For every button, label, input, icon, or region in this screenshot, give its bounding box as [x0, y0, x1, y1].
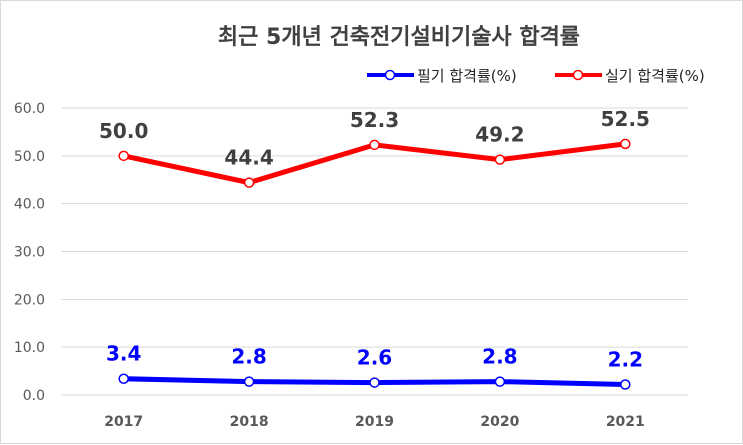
data-label: 2.8 [231, 345, 266, 369]
legend-marker-practical [572, 69, 584, 81]
y-tick-label: 60.0 [14, 101, 45, 117]
data-point [243, 376, 255, 387]
data-point [620, 379, 631, 390]
data-point [620, 138, 631, 150]
legend-marker-written [384, 69, 396, 81]
data-point [118, 150, 129, 162]
legend-label-written: 필기 합격률(%) [417, 67, 517, 85]
data-point [369, 139, 380, 151]
y-tick-label: 0.0 [23, 388, 45, 404]
legend-item-practical: 실기 합격률(%) [555, 67, 705, 85]
y-tick-label: 40.0 [14, 197, 45, 213]
data-point [494, 376, 506, 387]
x-axis: 2017 2018 2019 2020 2021 [104, 414, 645, 430]
data-point [369, 377, 380, 388]
data-label: 44.4 [224, 146, 273, 170]
y-tick-label: 10.0 [14, 340, 45, 356]
data-label: 52.3 [350, 108, 399, 132]
data-label: 49.2 [475, 123, 524, 147]
legend: 필기 합격률(%) 실기 합격률(%) [367, 67, 705, 85]
chart-title: 최근 5개년 건축전기설비기술사 합격률 [218, 24, 580, 50]
data-label: 2.2 [608, 347, 643, 371]
legend-item-written: 필기 합격률(%) [367, 67, 517, 85]
x-tick-label: 2019 [355, 414, 394, 430]
legend-label-practical: 실기 합격률(%) [605, 67, 705, 85]
data-label: 50.0 [99, 119, 148, 143]
y-axis: 0.0 10.0 20.0 30.0 40.0 50.0 60.0 [14, 101, 45, 404]
data-label: 3.4 [106, 342, 141, 366]
data-point [494, 154, 506, 165]
y-tick-label: 50.0 [14, 149, 45, 165]
x-tick-label: 2021 [606, 414, 645, 430]
data-point [243, 177, 255, 188]
series-layer [118, 138, 631, 390]
x-tick-label: 2017 [104, 414, 143, 430]
data-labels: 3.4 2.8 2.6 2.8 2.2 50.0 44.4 52.3 49.2 52.5 [99, 107, 650, 372]
x-tick-label: 2020 [480, 414, 519, 430]
data-point [118, 373, 129, 384]
data-label: 52.5 [601, 107, 650, 131]
y-tick-label: 30.0 [14, 245, 45, 261]
data-label: 2.8 [482, 345, 517, 369]
y-tick-label: 20.0 [14, 292, 45, 308]
data-label: 2.6 [357, 346, 392, 370]
x-tick-label: 2018 [230, 414, 269, 430]
gridlines [61, 107, 688, 396]
